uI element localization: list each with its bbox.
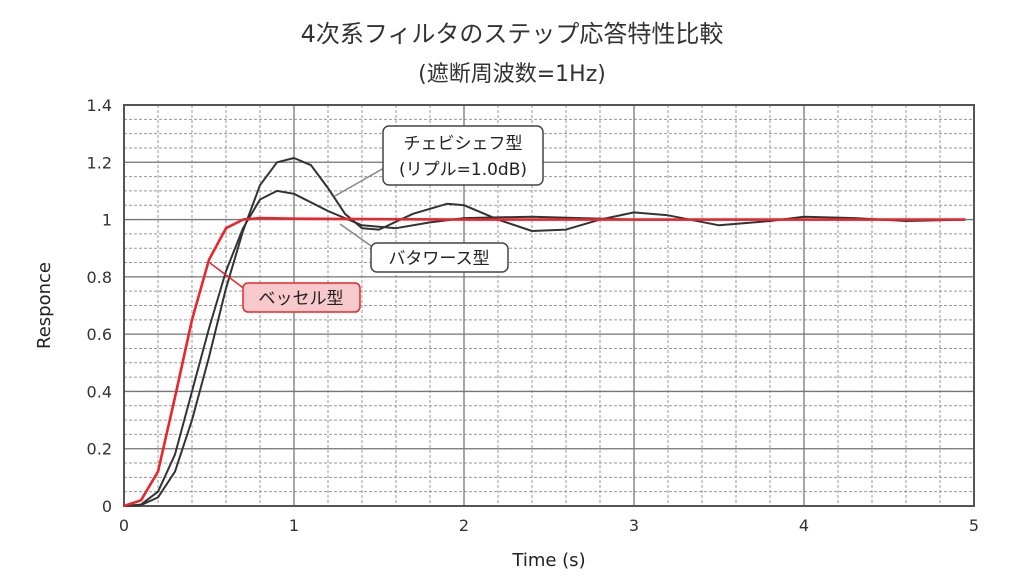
y-axis-label: Responce bbox=[34, 262, 55, 349]
bessel-leader-line bbox=[209, 262, 247, 291]
chebyshev-leader-line bbox=[334, 167, 385, 197]
y-tick-label: 0.6 bbox=[87, 325, 112, 344]
y-tick-label: 1.2 bbox=[87, 153, 112, 172]
x-tick-label: 3 bbox=[629, 516, 639, 535]
chebyshev-label: チェビシェフ型 bbox=[404, 134, 523, 154]
butterworth-line bbox=[123, 189, 966, 507]
butterworth-leader-line bbox=[339, 223, 375, 249]
chebyshev-line bbox=[123, 157, 966, 507]
y-tick-label: 0 bbox=[102, 497, 112, 516]
x-tick-label: 5 bbox=[969, 516, 979, 535]
x-tick-label: 0 bbox=[119, 516, 129, 535]
x-tick-label: 4 bbox=[799, 516, 809, 535]
y-tick-label: 0.8 bbox=[87, 268, 112, 287]
y-tick-label: 1.4 bbox=[87, 96, 112, 115]
x-tick-label: 1 bbox=[289, 516, 299, 535]
x-axis-label: Time (s) bbox=[511, 550, 585, 571]
plot-frame bbox=[123, 104, 975, 507]
x-tick-label: 2 bbox=[459, 516, 469, 535]
bessel-label-box bbox=[242, 282, 361, 313]
y-tick-label: 0.2 bbox=[87, 440, 112, 459]
butterworth-label-box bbox=[370, 242, 509, 273]
chebyshev-label-box bbox=[382, 125, 544, 186]
chart-title: 4次系フィルタのステップ応答特性比較 bbox=[300, 20, 724, 48]
chebyshev-label-ripple: (リプル=1.0dB) bbox=[399, 160, 527, 180]
butterworth-label: バタワース型 bbox=[388, 249, 489, 269]
y-tick-label: 1 bbox=[102, 211, 112, 230]
bessel-line bbox=[123, 216, 966, 508]
y-tick-label: 0.4 bbox=[87, 382, 112, 401]
bessel-label: ベッセル型 bbox=[259, 289, 344, 309]
chart-subtitle: (遮断周波数=1Hz) bbox=[418, 62, 606, 87]
